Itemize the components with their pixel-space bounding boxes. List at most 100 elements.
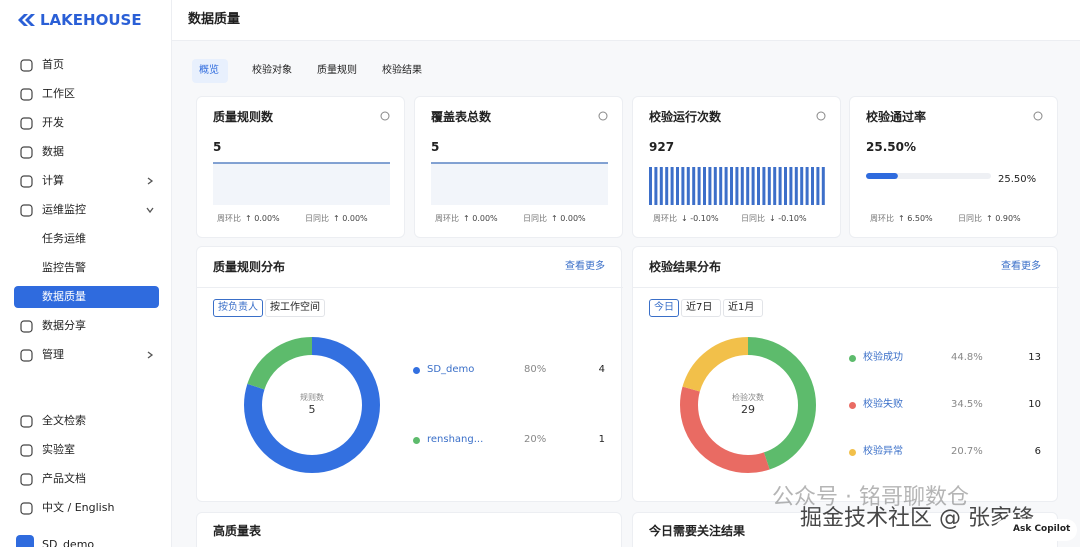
donut-segment — [244, 337, 380, 473]
legend-dot — [849, 448, 856, 456]
nav-subitem[interactable]: 任务运维 — [42, 232, 86, 245]
dod-value: ↑ 0.00% — [333, 214, 368, 223]
header — [172, 0, 1080, 41]
trend-bar — [740, 167, 744, 205]
trend-bar — [676, 167, 679, 205]
trend-bar — [730, 167, 733, 205]
icon-shape — [20, 444, 33, 457]
nav-item[interactable]: 数据分享 — [42, 319, 86, 332]
icon-shape — [20, 349, 33, 362]
trend-bar — [800, 167, 804, 205]
nav-icon — [20, 320, 33, 333]
toggle[interactable]: 按工作空间 — [265, 299, 325, 317]
nav-item[interactable]: 首页 — [42, 58, 64, 71]
toggle-label[interactable]: 近7日 — [686, 302, 713, 313]
progress-label: 25.50% — [998, 174, 1037, 185]
toggle[interactable]: 今日 — [649, 299, 679, 317]
footer-item[interactable]: 产品文档 — [42, 472, 86, 485]
toggle[interactable]: 按负责人 — [213, 299, 263, 317]
copilot-label[interactable]: Ask Copilot — [1013, 524, 1071, 534]
wow-label: 周环比 — [435, 214, 459, 223]
sidebar — [0, 0, 172, 547]
wow-value: ↓ -0.10% — [681, 214, 719, 223]
legend-dot — [849, 355, 856, 363]
legend-percent: 80% — [524, 364, 547, 375]
trend-bar — [805, 167, 809, 205]
legend-value: 4 — [598, 364, 605, 375]
trend-bar — [713, 167, 717, 205]
nav-subitem[interactable]: 数据质量 — [42, 290, 86, 303]
watermark-line2: 掘金技术社区 @ 张家锋 — [800, 506, 1034, 531]
nav-item[interactable]: 运维监控 — [42, 203, 86, 216]
icon-shape — [20, 146, 33, 159]
tab-active-bg — [192, 59, 228, 83]
stat-title: 质量规则数 — [213, 110, 274, 124]
user-avatar — [16, 535, 34, 547]
stat-chart — [213, 162, 390, 205]
bottom-card: 高质量表 — [196, 512, 622, 547]
nav-item[interactable]: 计算 — [42, 174, 64, 187]
nav-item[interactable]: 工作区 — [42, 87, 75, 100]
toggle[interactable]: 近1月 — [723, 299, 763, 317]
wow-label: 周环比 — [217, 214, 241, 223]
icon-shape — [20, 204, 33, 217]
trend-bar — [773, 167, 777, 205]
info-icon — [598, 111, 608, 121]
nav-icon — [20, 175, 33, 188]
stat-chart — [431, 162, 608, 205]
trend-bar — [746, 167, 750, 205]
stat-value: 25.50% — [866, 140, 916, 154]
stat-title: 覆盖表总数 — [431, 110, 492, 124]
donut-center-value: 5 — [308, 403, 316, 416]
footer-item[interactable]: 全文检索 — [42, 414, 86, 427]
donut-center-label: 检验次数 — [732, 393, 764, 402]
wow-value: ↑ 0.00% — [245, 214, 280, 223]
icon-shape — [20, 415, 33, 428]
toggle[interactable]: 近7日 — [681, 299, 721, 317]
chevron-line — [147, 177, 154, 185]
user-name[interactable]: SD_demo — [42, 538, 95, 547]
tab[interactable]: 质量规则 — [317, 65, 357, 76]
dod-value: ↓ -0.10% — [769, 214, 807, 223]
page-title: 数据质量 — [188, 12, 241, 27]
trend-bar — [659, 167, 663, 205]
trend-bar — [665, 167, 669, 205]
legend-name: 校验异常 — [863, 445, 903, 457]
nav-subitem[interactable]: 监控告警 — [42, 261, 86, 274]
trend-bar — [697, 167, 701, 205]
info-circle — [816, 111, 826, 121]
copilot-button[interactable] — [995, 519, 1077, 541]
donut-center-value: 29 — [741, 403, 755, 416]
toggle-label[interactable]: 按工作空间 — [270, 302, 320, 313]
toggle-label[interactable]: 近1月 — [728, 302, 755, 313]
dod-label: 日同比 — [523, 214, 547, 223]
tab[interactable]: 校验结果 — [382, 65, 422, 76]
tab[interactable]: 概览 — [199, 65, 219, 76]
donut-segment — [680, 337, 816, 473]
nav-icon — [20, 204, 33, 217]
toggle-label[interactable]: 今日 — [654, 302, 674, 313]
more-link[interactable]: 查看更多 — [1001, 261, 1041, 272]
more-link[interactable]: 查看更多 — [565, 261, 605, 272]
footer-item[interactable]: 实验室 — [42, 443, 75, 456]
trend-bar — [794, 167, 798, 205]
panel-title: 质量规则分布 — [213, 260, 286, 274]
legend-percent: 34.5% — [951, 399, 983, 410]
progress-bar — [866, 173, 898, 179]
trend-bar — [692, 167, 696, 205]
stat-title: 校验通过率 — [866, 110, 927, 124]
nav-icon — [20, 88, 33, 101]
toggle-label[interactable]: 按负责人 — [218, 302, 258, 313]
legend-name: renshang... — [427, 434, 484, 445]
trend-bar — [719, 167, 723, 205]
donut — [680, 337, 816, 473]
trend-bar — [724, 167, 728, 205]
nav-item[interactable]: 管理 — [42, 348, 64, 361]
nav-icon — [20, 502, 33, 515]
dod-label: 日同比 — [741, 214, 765, 223]
nav-item[interactable]: 数据 — [42, 145, 64, 158]
nav-item[interactable]: 开发 — [42, 116, 64, 129]
footer-item[interactable]: 中文 / English — [42, 501, 115, 514]
area-fill — [431, 163, 608, 205]
tab[interactable]: 校验对象 — [252, 65, 292, 76]
